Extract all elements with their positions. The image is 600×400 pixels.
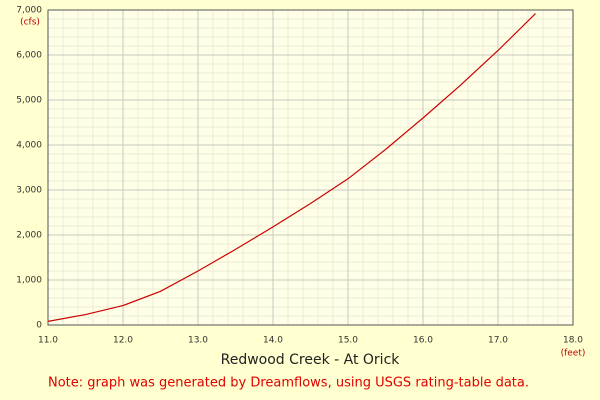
x-tick-label: 16.0: [413, 336, 433, 346]
x-tick-label: 11.0: [38, 336, 58, 346]
y-tick-label: 0: [36, 321, 42, 331]
plot-border: [47, 9, 574, 326]
y-tick-label: 4,000: [16, 141, 42, 151]
x-tick-label: 15.0: [338, 336, 358, 346]
y-tick-label: 5,000: [16, 96, 42, 106]
x-unit: (feet): [561, 349, 586, 359]
x-tick-label: 18.0: [563, 336, 583, 346]
y-tick-label: 2,000: [16, 231, 42, 241]
y-tick-label: 1,000: [16, 276, 42, 286]
x-tick-label: 13.0: [188, 336, 208, 346]
x-tick-label: 14.0: [263, 336, 283, 346]
chart-title: Redwood Creek - At Orick: [221, 352, 401, 368]
y-tick-label: 7,000: [16, 6, 42, 16]
x-tick-label: 12.0: [113, 336, 133, 346]
y-tick-label: 6,000: [16, 51, 42, 61]
note: Note: graph was generated by Dreamflows,…: [48, 376, 529, 391]
y-tick-label: 3,000: [16, 186, 42, 196]
y-unit: (cfs): [20, 18, 40, 28]
plot-area: [48, 10, 573, 325]
x-tick-label: 17.0: [488, 336, 508, 346]
data-line: [47, 13, 536, 322]
